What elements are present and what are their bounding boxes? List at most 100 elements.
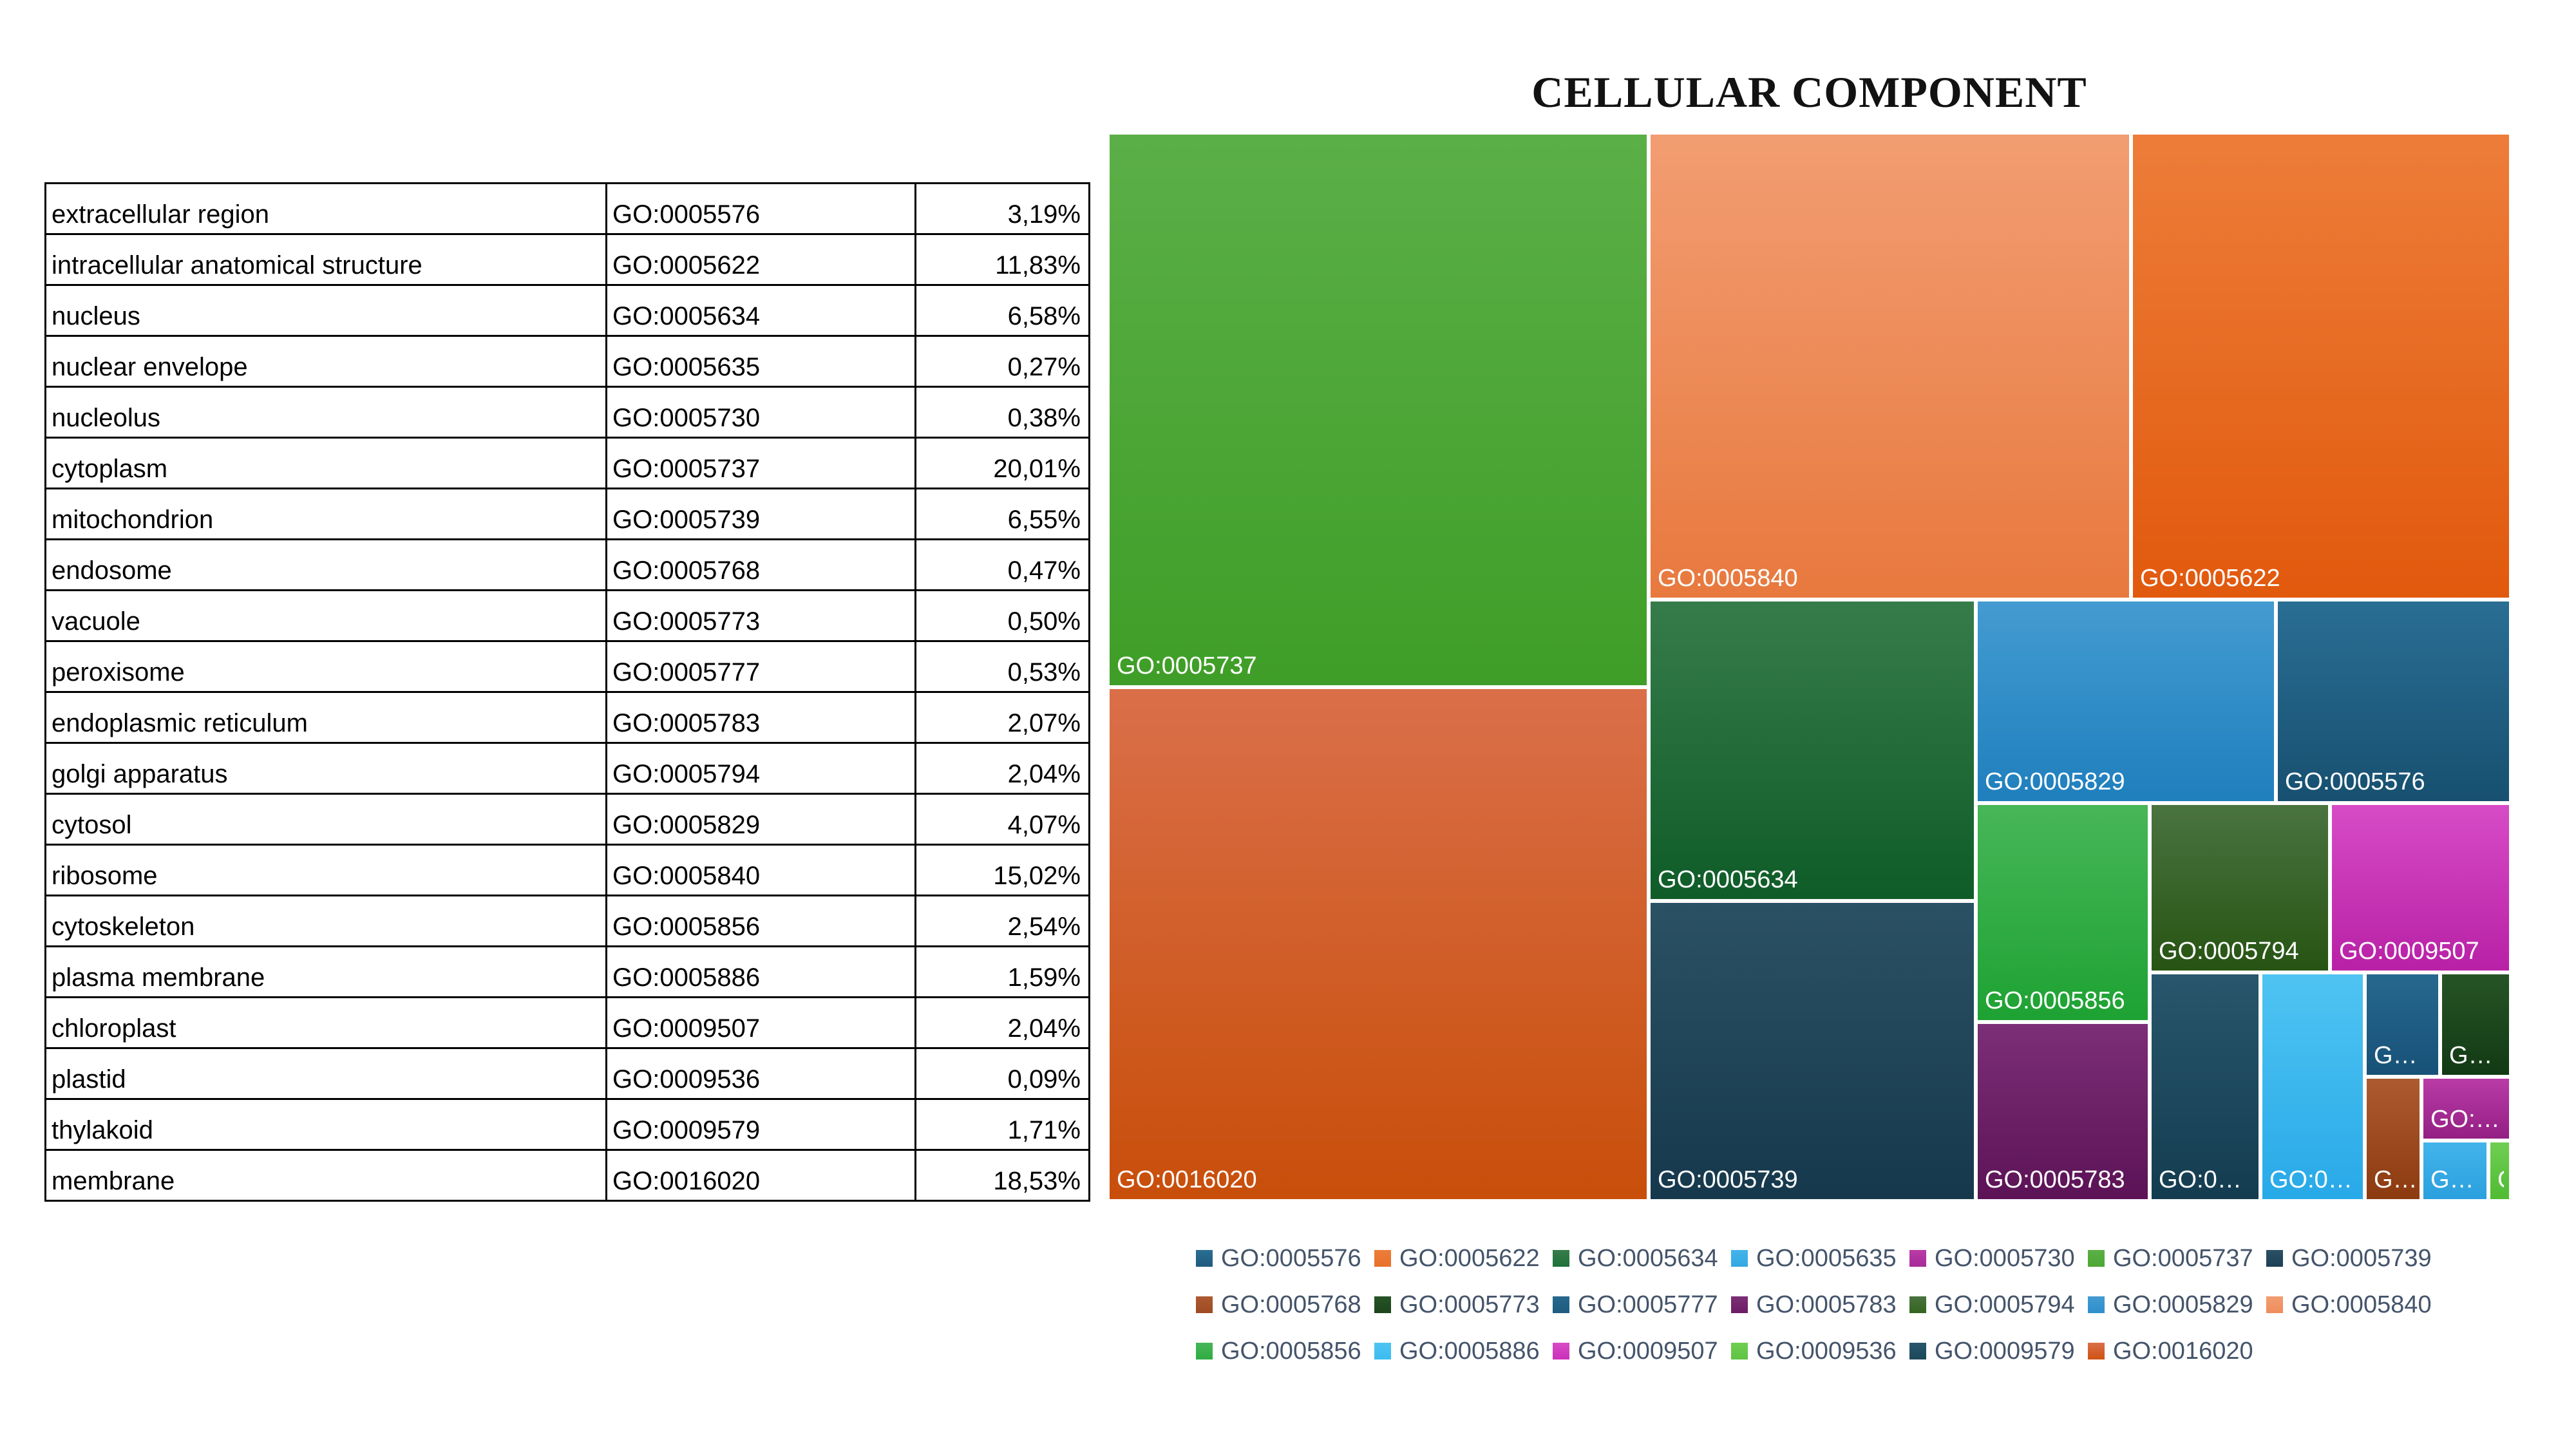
legend-label: GO:0005794 [1935,1291,2075,1318]
legend-swatch-icon [1731,1296,1748,1313]
treemap-rect-label: GO:0005829 [1985,769,2125,796]
table-row: nucleus GO:0005634 6,58% [44,284,1090,337]
go-id-cell: GO:0005777 [605,640,916,693]
term-name-cell: nucleus [44,284,607,337]
treemap-rect-go-0005730: GO:0005730 [2421,1077,2511,1141]
percent-cell: 0,47% [914,538,1090,591]
table-row: peroxisome GO:0005777 0,53% [44,640,1090,693]
legend-item-go-0005730: GO:0005730 [1909,1245,2088,1273]
treemap-rect-go-0005622: GO:0005622 [2131,133,2511,600]
term-name-cell: cytosol [44,793,607,846]
percent-cell: 0,50% [914,589,1090,642]
legend-item-go-0009579: GO:0009579 [1909,1338,2088,1365]
treemap-rect-label: GO:0005768 [2374,1167,2414,1194]
treemap-rect-go-0005840: GO:0005840 [1649,133,2131,600]
term-name-cell: membrane [44,1149,607,1202]
chart-title: CELLULAR COMPONENT [1531,68,2087,117]
table-row: nuclear envelope GO:0005635 0,27% [44,335,1090,388]
treemap-legend: GO:0005576 GO:0005622 GO:0005634 GO:0005635… [1196,1235,2445,1374]
treemap-rect-label: GO:0005794 [2159,938,2299,965]
legend-label: GO:0005856 [1221,1337,1361,1365]
table-row: cytosol GO:0005829 4,07% [44,793,1090,846]
percent-cell: 6,58% [914,284,1090,337]
legend-swatch-icon [2088,1343,2105,1359]
percent-cell: 0,53% [914,640,1090,693]
term-name-cell: endoplasmic reticulum [44,691,607,744]
legend-label: GO:0005773 [1399,1291,1540,1318]
legend-item-go-0005622: GO:0005622 [1374,1245,1553,1273]
legend-row: GO:0005856 GO:0005886 GO:0009507 GO:0009536… [1196,1328,2445,1374]
treemap-rect-label: GO:0005886 [2269,1167,2358,1194]
legend-label: GO:0005576 [1221,1244,1361,1272]
legend-label: GO:0005777 [1578,1291,1718,1318]
go-id-cell: GO:0005730 [605,386,916,439]
legend-item-go-0005635: GO:0005635 [1731,1245,1909,1273]
table-row: mitochondrion GO:0005739 6,55% [44,488,1090,540]
term-name-cell: nuclear envelope [44,335,607,388]
percent-cell: 0,27% [914,335,1090,388]
legend-item-go-0005739: GO:0005739 [2266,1245,2445,1273]
term-name-cell: endosome [44,538,607,591]
percent-cell: 11,83% [914,233,1090,286]
go-table-body: extracellular region GO:0005576 3,19% intra… [44,182,1090,1202]
legend-row: GO:0005576 GO:0005622 GO:0005634 GO:0005635… [1196,1235,2445,1282]
legend-item-go-0005856: GO:0005856 [1196,1338,1374,1365]
term-name-cell: thylakoid [44,1098,607,1151]
legend-swatch-icon [1196,1250,1213,1267]
term-name-cell: plasma membrane [44,945,607,998]
treemap-rect-go-0005794: GO:0005794 [2150,803,2330,972]
percent-cell: 18,53% [914,1149,1090,1202]
table-row: cytoskeleton GO:0005856 2,54% [44,895,1090,947]
legend-swatch-icon [1553,1250,1569,1267]
legend-swatch-icon [1374,1250,1391,1267]
percent-cell: 20,01% [914,437,1090,489]
go-id-cell: GO:0005829 [605,793,916,846]
treemap-rect-go-0005768: GO:0005768 [2365,1077,2421,1201]
legend-label: GO:0009507 [1578,1337,1718,1365]
legend-swatch-icon [1909,1250,1926,1267]
table-row: endosome GO:0005768 0,47% [44,538,1090,591]
table-row: membrane GO:0016020 18,53% [44,1149,1090,1202]
legend-item-go-0005829: GO:0005829 [2088,1291,2266,1319]
term-name-cell: peroxisome [44,640,607,693]
percent-cell: 4,07% [914,793,1090,846]
treemap-rect-go-0005886: GO:0005886 [2260,972,2365,1201]
legend-label: GO:0009579 [1935,1337,2075,1365]
table-row: nucleolus GO:0005730 0,38% [44,386,1090,439]
treemap-rect-go-0005773: GO:0005773 [2440,972,2511,1077]
table-row: golgi apparatus GO:0005794 2,04% [44,742,1090,795]
treemap-rect-label: GO:0005730 [2430,1106,2504,1133]
legend-label: GO:0005739 [2291,1244,2432,1272]
legend-swatch-icon [2266,1250,2283,1267]
percent-cell: 2,54% [914,895,1090,947]
legend-label: GO:0016020 [2113,1337,2253,1365]
treemap-rect-go-0009507: GO:0009507 [2330,803,2511,972]
table-row: intracellular anatomical structure GO:000… [44,233,1090,286]
legend-label: GO:0005634 [1578,1244,1718,1272]
legend-label: GO:0005730 [1935,1244,2075,1272]
percent-cell: 0,09% [914,1047,1090,1100]
treemap-rect-go-0005829: GO:0005829 [1976,600,2276,803]
treemap-rect-label: GO:0005739 [1658,1167,1798,1194]
go-id-cell: GO:0009579 [605,1098,916,1151]
legend-item-go-0009507: GO:0009507 [1553,1338,1731,1365]
go-id-cell: GO:0005739 [605,488,916,540]
table-row: chloroplast GO:0009507 2,04% [44,996,1090,1049]
legend-item-go-0005783: GO:0005783 [1731,1291,1909,1319]
legend-row: GO:0005768 GO:0005773 GO:0005777 GO:0005783… [1196,1282,2445,1328]
percent-cell: 6,55% [914,488,1090,540]
term-name-cell: nucleolus [44,386,607,439]
treemap-rect-label: GO:0005737 [1117,653,1257,680]
legend-swatch-icon [1553,1296,1569,1313]
treemap-rect-go-0016020: GO:0016020 [1108,687,1649,1201]
percent-cell: 1,59% [914,945,1090,998]
legend-label: GO:0005829 [2113,1291,2253,1318]
legend-label: GO:0005622 [1399,1244,1540,1272]
go-id-cell: GO:0005768 [605,538,916,591]
treemap-rect-go-0005737: GO:0005737 [1108,133,1649,687]
go-id-cell: GO:0016020 [605,1149,916,1202]
go-id-cell: GO:0005635 [605,335,916,388]
legend-swatch-icon [1909,1296,1926,1313]
go-id-cell: GO:0005783 [605,691,916,744]
legend-swatch-icon [1196,1343,1213,1359]
